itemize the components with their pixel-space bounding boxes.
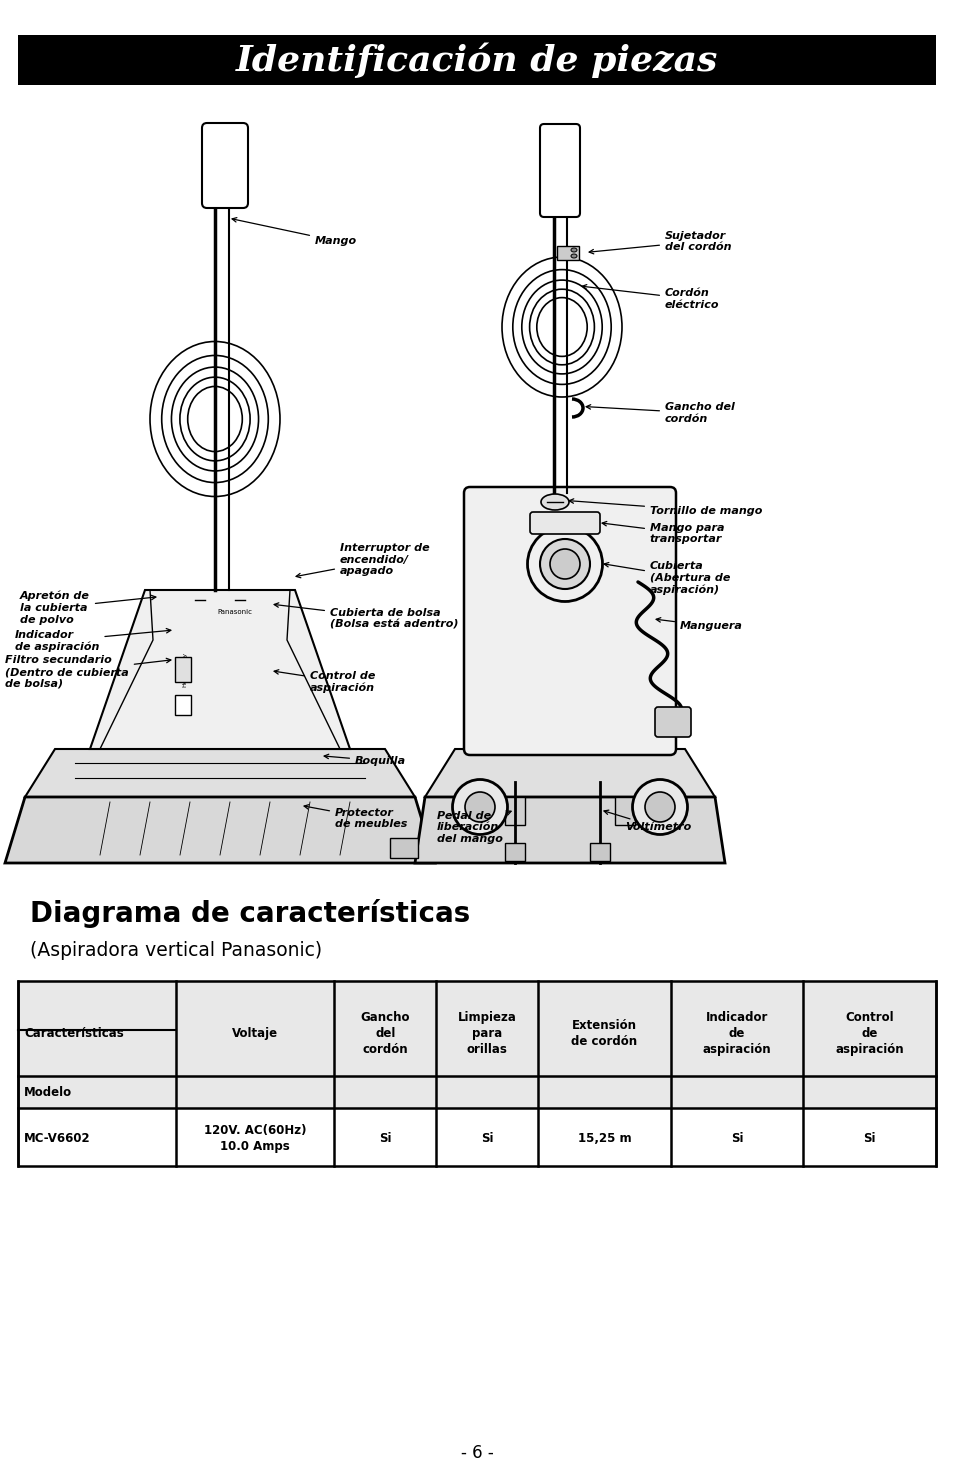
Text: Limpieza
para
orillas: Limpieza para orillas [457, 1011, 517, 1056]
FancyBboxPatch shape [539, 125, 579, 217]
Text: Si: Si [378, 1132, 391, 1145]
FancyBboxPatch shape [202, 123, 248, 208]
Text: Gancho del
cordón: Gancho del cordón [585, 402, 734, 424]
Ellipse shape [452, 780, 507, 835]
Text: Apretón de
la cubierta
de polvo: Apretón de la cubierta de polvo [20, 590, 155, 624]
Text: Tornillo de mango: Tornillo de mango [569, 498, 761, 516]
Text: Protector
de meubles: Protector de meubles [304, 805, 407, 829]
Text: Cubierta de bolsa
(Bolsa está adentro): Cubierta de bolsa (Bolsa está adentro) [274, 602, 458, 630]
Bar [589, 842, 609, 862]
Text: 120V. AC(60Hz)
10.0 Amps: 120V. AC(60Hz) 10.0 Amps [204, 1124, 306, 1152]
Text: Gancho
del
cordón: Gancho del cordón [360, 1011, 410, 1056]
Text: Pedal de
liberación
del mango: Pedal de liberación del mango [436, 811, 511, 844]
Bar [504, 842, 524, 862]
Text: Manguera: Manguera [656, 617, 742, 632]
Polygon shape [25, 749, 415, 796]
Bar [18, 1077, 935, 1108]
Ellipse shape [464, 792, 495, 822]
Text: Si: Si [730, 1132, 742, 1145]
Ellipse shape [571, 248, 577, 252]
Polygon shape [5, 796, 435, 863]
Text: Extensión
de cordón: Extensión de cordón [571, 1019, 637, 1048]
Text: Control de
aspiración: Control de aspiración [274, 670, 375, 693]
Text: MC-V6602: MC-V6602 [24, 1132, 91, 1145]
Text: Voltímetro: Voltímetro [603, 810, 691, 832]
Bar [615, 796, 635, 825]
Text: Si: Si [862, 1132, 875, 1145]
Text: (Aspiradora vertical Panasonic): (Aspiradora vertical Panasonic) [30, 942, 322, 961]
Text: - 6 -: - 6 - [460, 1444, 493, 1462]
Bar [18, 36, 935, 85]
Ellipse shape [632, 780, 687, 835]
Text: Mango para
transportar: Mango para transportar [601, 522, 723, 544]
FancyBboxPatch shape [463, 486, 676, 755]
Text: Características: Características [24, 1026, 124, 1040]
Text: Modelo: Modelo [24, 1086, 72, 1099]
Bar [18, 980, 935, 1166]
Bar [504, 796, 524, 825]
Text: Control
de
aspiración: Control de aspiración [835, 1011, 903, 1056]
Bar [174, 694, 191, 715]
Text: Voltaje: Voltaje [232, 1026, 278, 1040]
FancyBboxPatch shape [530, 512, 599, 534]
Text: Panasonic: Panasonic [217, 610, 253, 615]
Text: Diagrama de características: Diagrama de características [30, 899, 470, 927]
Text: Interruptor de
encendido/
apagado: Interruptor de encendido/ apagado [295, 543, 429, 578]
Text: Cordón
eléctrico: Cordón eléctrico [581, 285, 719, 310]
Text: Filtro secundario
(Dentro de cubierta
de bolsa): Filtro secundario (Dentro de cubierta de… [5, 655, 171, 688]
Text: Cubierta
(Abertura de
aspiración): Cubierta (Abertura de aspiración) [603, 561, 730, 595]
Polygon shape [90, 590, 350, 749]
Ellipse shape [571, 254, 577, 258]
Polygon shape [424, 749, 714, 796]
Ellipse shape [540, 494, 568, 510]
Bar [557, 246, 578, 260]
Ellipse shape [550, 549, 579, 578]
Text: Identificación de piezas: Identificación de piezas [235, 42, 718, 77]
FancyBboxPatch shape [655, 707, 690, 737]
Text: Boquilla: Boquilla [324, 755, 406, 765]
Polygon shape [415, 796, 724, 863]
Ellipse shape [644, 792, 675, 822]
Bar [174, 657, 191, 682]
Text: 15,25 m: 15,25 m [578, 1132, 631, 1145]
Text: Indicador
de aspiración: Indicador de aspiración [15, 629, 171, 653]
Text: HeavyDuty
Plus: HeavyDuty Plus [182, 653, 193, 687]
Text: Si: Si [480, 1132, 493, 1145]
Text: Sujetador
del cordón: Sujetador del cordón [589, 230, 731, 254]
Text: Mango: Mango [232, 218, 356, 246]
Ellipse shape [539, 538, 589, 589]
Bar [18, 980, 935, 1077]
Bar [390, 838, 417, 859]
Text: Indicador
de
aspiración: Indicador de aspiración [702, 1011, 771, 1056]
